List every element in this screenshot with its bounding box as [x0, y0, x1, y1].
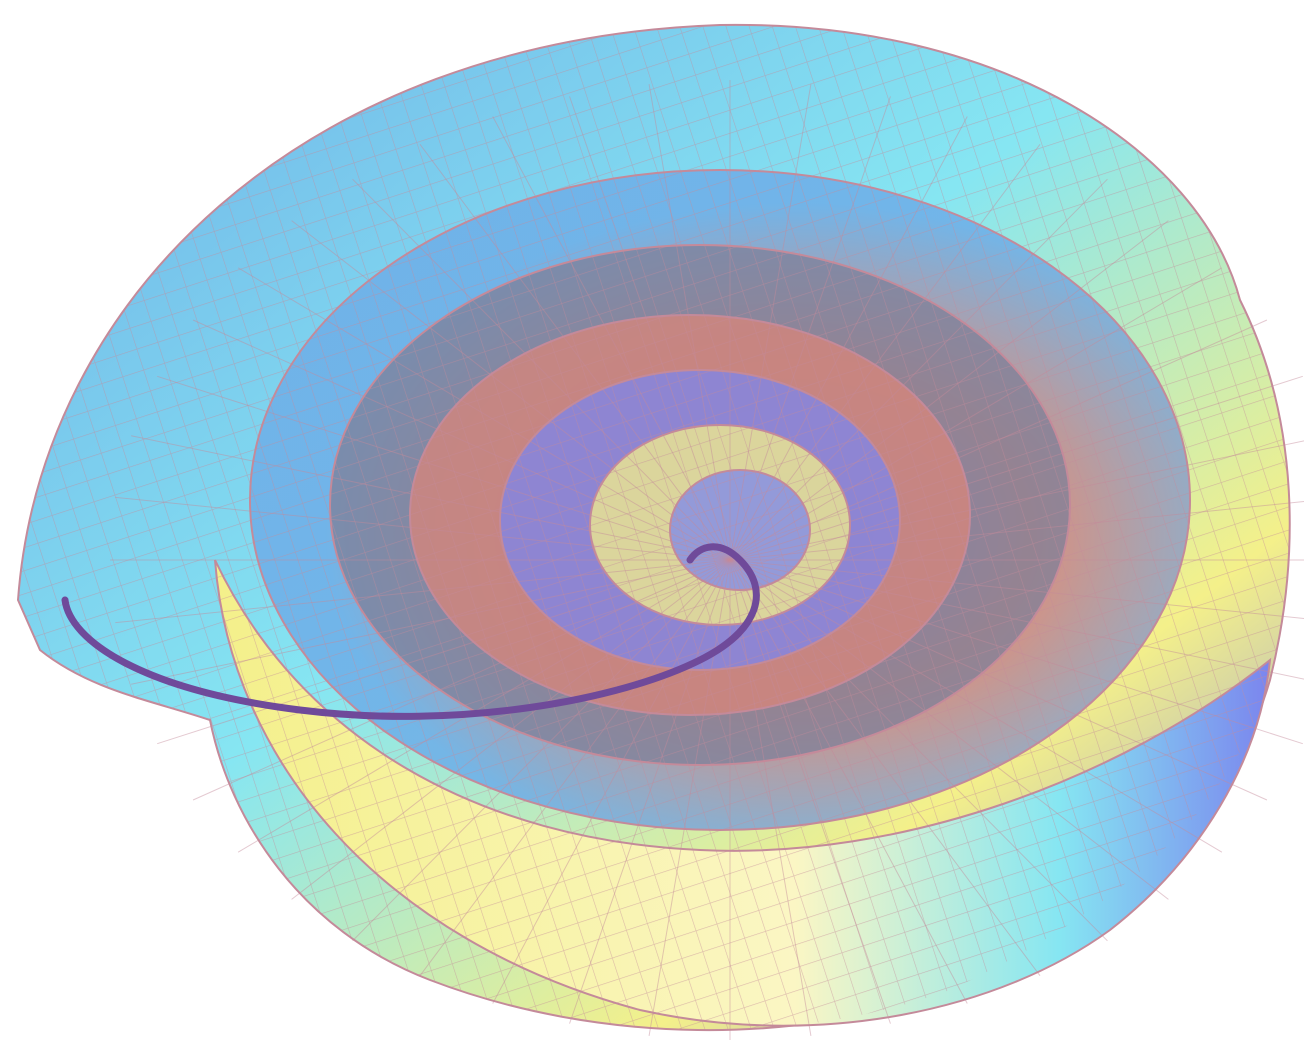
- mesh-overlay: [18, 25, 1290, 1030]
- shell-body: [18, 25, 1304, 1040]
